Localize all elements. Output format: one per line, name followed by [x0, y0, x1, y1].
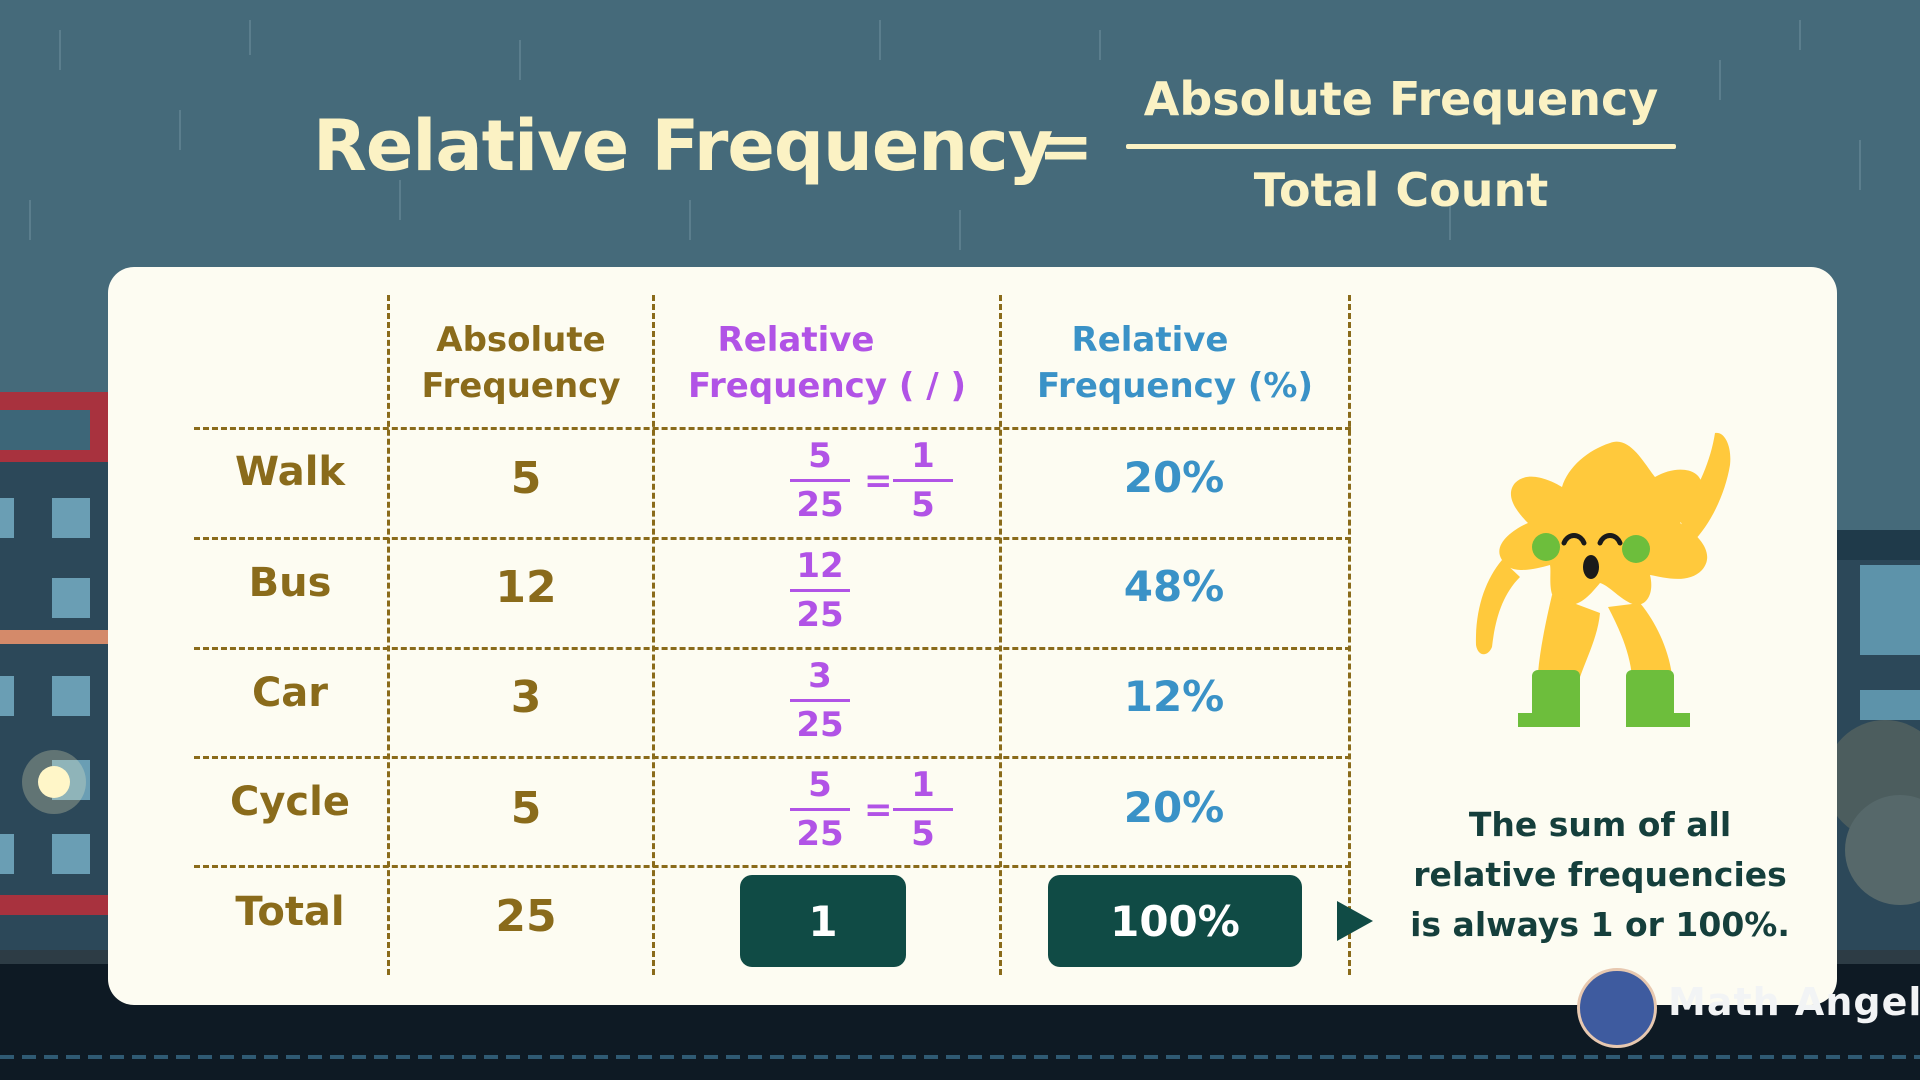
brand-name: Math Angel	[1668, 980, 1920, 1024]
row-divider	[194, 647, 1351, 650]
column-divider	[652, 295, 655, 975]
row-label-total: Total	[235, 889, 345, 935]
relative-total-badge: 1	[740, 875, 906, 967]
fraction-bar	[1126, 144, 1676, 149]
percent-value-car: 12%	[1123, 672, 1225, 721]
absolute-value-walk: 5	[510, 453, 542, 504]
percent-value-cycle: 20%	[1123, 783, 1225, 832]
absolute-value-cycle: 5	[510, 783, 542, 834]
row-divider	[194, 537, 1351, 540]
frequency-table-card: Absolute Frequency Relative Frequency ( …	[108, 267, 1837, 1005]
percent-value-bus: 48%	[1123, 562, 1225, 611]
absolute-value-total: 25	[495, 891, 557, 942]
row-label-walk: Walk	[235, 449, 345, 495]
fraction-equals-walk: =	[864, 461, 893, 501]
formula-equals: =	[1038, 108, 1094, 185]
star-mascot-icon	[1475, 432, 1731, 727]
percent-total-badge: 100%	[1048, 875, 1302, 967]
column-divider	[999, 295, 1002, 975]
fraction-car: 3 25	[780, 655, 860, 746]
absolute-value-car: 3	[510, 672, 542, 723]
arrow-icon	[1337, 901, 1373, 941]
column-divider	[1348, 295, 1351, 975]
fraction-bus: 12 25	[780, 545, 860, 636]
fraction-walk: 5 25	[780, 435, 860, 526]
formula-header: Relative Frequency = Absolute Frequency …	[0, 0, 1920, 260]
formula-denominator: Total Count	[1253, 163, 1549, 217]
absolute-value-bus: 12	[495, 562, 557, 613]
header-relative-frequency-fraction: Relative Frequency ( / )	[687, 320, 966, 406]
column-divider	[387, 295, 390, 975]
header-absolute-frequency: Absolute Frequency	[421, 320, 621, 406]
row-divider	[194, 756, 1351, 759]
formula-lhs: Relative Frequency	[313, 105, 1053, 187]
row-divider	[194, 427, 1351, 430]
row-divider	[194, 865, 1351, 868]
header-relative-frequency-percent: Relative Frequency (%)	[1037, 320, 1313, 406]
fraction-equals-cycle: =	[864, 790, 893, 830]
row-label-bus: Bus	[248, 560, 332, 606]
sum-note: The sum of all relative frequencies is a…	[1410, 805, 1790, 944]
math-angel-logo-icon	[1577, 968, 1657, 1048]
fraction-cycle: 5 25	[780, 764, 860, 855]
row-label-cycle: Cycle	[230, 779, 350, 825]
percent-value-walk: 20%	[1123, 453, 1225, 502]
row-label-car: Car	[251, 670, 329, 716]
formula-numerator: Absolute Frequency	[1143, 72, 1659, 126]
